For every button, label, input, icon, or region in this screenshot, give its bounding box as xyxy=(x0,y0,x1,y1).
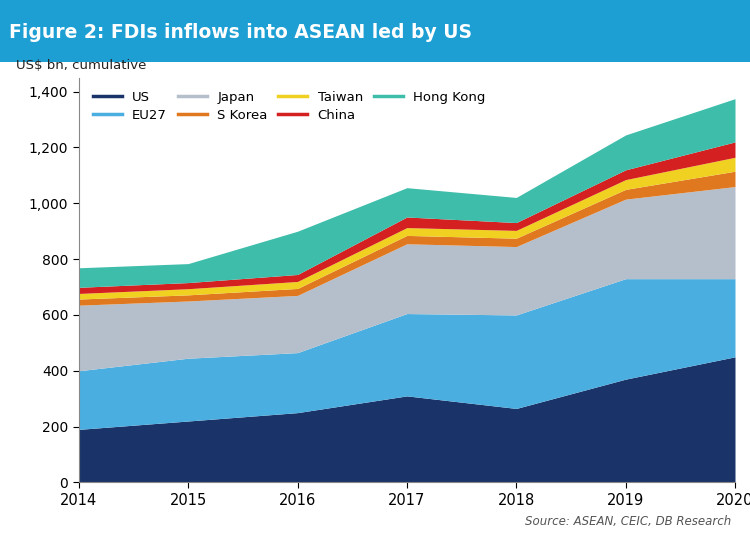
Legend: US, EU27, Japan, S Korea, Taiwan, China, Hong Kong: US, EU27, Japan, S Korea, Taiwan, China,… xyxy=(88,86,490,126)
Text: Source: ASEAN, CEIC, DB Research: Source: ASEAN, CEIC, DB Research xyxy=(525,515,731,528)
Text: Figure 2: FDIs inflows into ASEAN led by US: Figure 2: FDIs inflows into ASEAN led by… xyxy=(9,23,472,42)
Text: US$ bn, cumulative: US$ bn, cumulative xyxy=(16,58,147,72)
